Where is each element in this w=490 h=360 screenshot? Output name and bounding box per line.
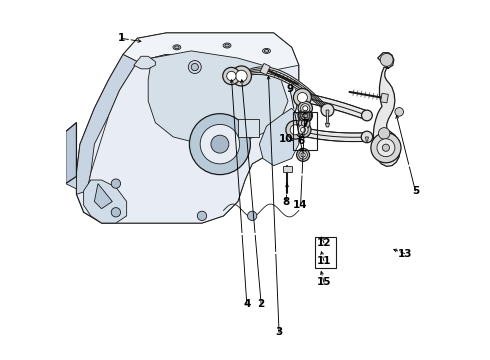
Polygon shape [381,93,389,103]
Polygon shape [260,63,270,75]
Circle shape [321,104,334,117]
Circle shape [301,111,310,120]
Text: 6: 6 [297,136,304,145]
Circle shape [371,133,401,163]
Polygon shape [325,123,330,127]
Polygon shape [66,128,76,189]
Circle shape [362,110,372,121]
Bar [294,112,317,149]
Text: 5: 5 [412,186,419,196]
Polygon shape [76,33,299,223]
Polygon shape [134,56,155,69]
Polygon shape [66,123,76,184]
Text: 12: 12 [317,238,331,248]
Bar [238,119,259,137]
Circle shape [298,108,313,123]
Text: 3: 3 [275,327,283,337]
Polygon shape [76,54,137,194]
Circle shape [301,121,307,126]
Circle shape [231,66,251,86]
Text: 2: 2 [258,299,265,309]
Circle shape [298,101,313,116]
Circle shape [236,70,247,82]
Circle shape [380,53,393,66]
Circle shape [211,135,229,153]
Ellipse shape [265,49,269,52]
Polygon shape [123,33,299,72]
Ellipse shape [223,43,231,48]
Polygon shape [373,53,400,166]
Circle shape [294,89,311,107]
Circle shape [197,211,207,221]
Circle shape [300,104,310,113]
Circle shape [299,109,312,122]
Circle shape [188,60,201,73]
Polygon shape [326,110,329,123]
Circle shape [227,71,236,81]
Polygon shape [84,180,126,223]
Circle shape [297,93,307,103]
Polygon shape [366,137,368,141]
Circle shape [286,121,304,139]
Text: 15: 15 [317,277,331,287]
Ellipse shape [173,45,181,50]
Circle shape [302,113,308,118]
Polygon shape [283,166,292,172]
Circle shape [377,139,395,157]
Circle shape [382,144,390,151]
Circle shape [300,127,306,132]
Circle shape [191,63,198,71]
Circle shape [395,108,403,116]
Polygon shape [95,184,112,209]
Circle shape [223,67,240,85]
Polygon shape [148,51,288,144]
Circle shape [290,125,300,135]
Text: 4: 4 [243,299,250,309]
Circle shape [303,113,307,118]
Text: 9: 9 [286,84,294,94]
Circle shape [298,118,310,129]
Circle shape [303,106,308,111]
Polygon shape [259,108,299,166]
Text: 13: 13 [397,248,412,258]
Circle shape [111,208,121,217]
Circle shape [298,125,308,135]
Circle shape [301,153,305,157]
Circle shape [200,125,240,164]
Ellipse shape [175,46,179,49]
Circle shape [190,114,250,175]
Ellipse shape [263,48,270,53]
Circle shape [299,150,307,159]
Bar [315,237,337,268]
Circle shape [295,122,311,138]
Circle shape [361,131,373,143]
Text: 1: 1 [118,33,125,43]
Circle shape [111,179,121,188]
Text: 14: 14 [294,200,308,210]
Circle shape [296,148,310,161]
Polygon shape [87,54,299,223]
Circle shape [247,211,257,221]
Circle shape [300,111,310,121]
Text: 11: 11 [317,256,331,266]
Circle shape [378,128,390,139]
Polygon shape [66,123,76,144]
Ellipse shape [225,44,229,47]
Text: 7: 7 [301,120,309,129]
Text: 8: 8 [283,197,290,207]
Text: 10: 10 [279,134,294,144]
